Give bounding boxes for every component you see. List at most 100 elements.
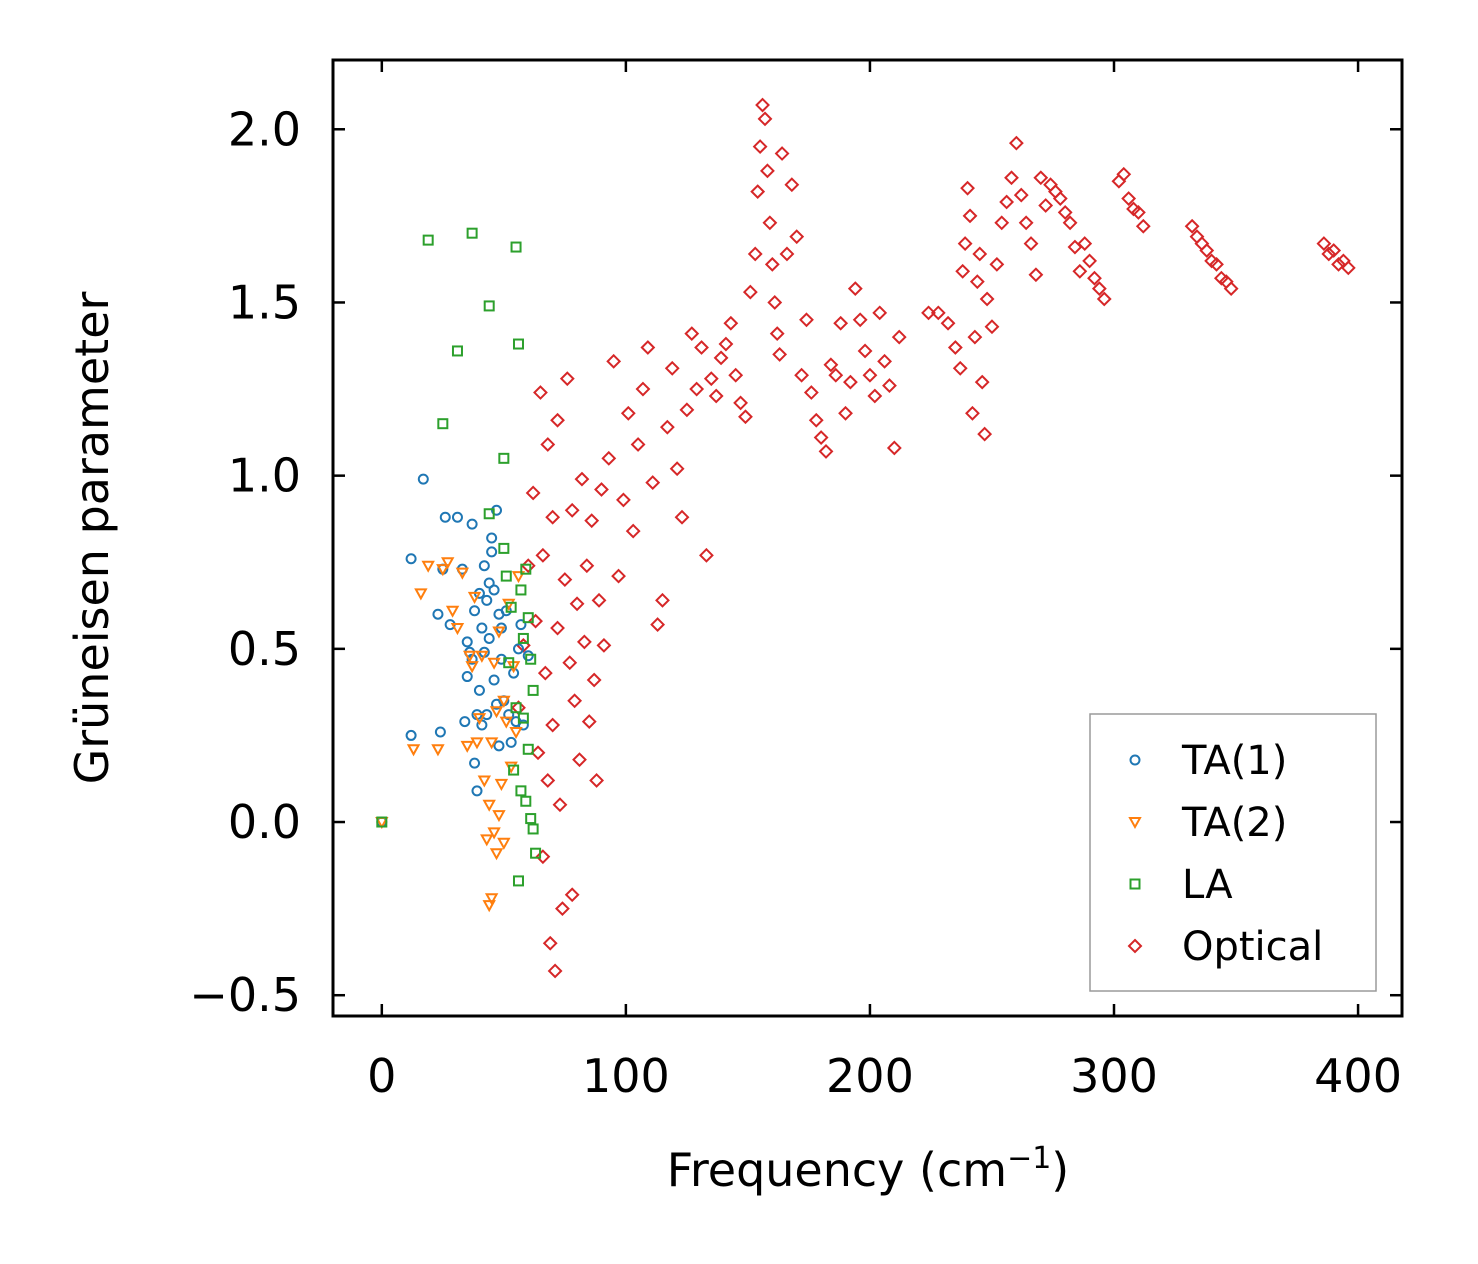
la-point (500, 570, 512, 582)
optical-point (1121, 191, 1137, 206)
optical-point (591, 592, 607, 608)
ta-2-point (494, 778, 509, 791)
la-point (451, 345, 463, 357)
la-point (527, 823, 539, 835)
optical-point (564, 887, 580, 903)
la-point (517, 712, 529, 724)
optical-point (769, 326, 785, 342)
optical-point (760, 163, 775, 179)
ta-1-point (478, 560, 490, 572)
ta-1-point (471, 785, 483, 797)
optical-point (1135, 218, 1151, 234)
optical-point (547, 963, 563, 979)
optical-point (1008, 135, 1024, 151)
ta-2-point (475, 650, 489, 663)
optical-point (857, 343, 873, 359)
optical-point (1028, 267, 1044, 283)
legend-label-optical: Optical (1182, 924, 1323, 970)
optical-point (1321, 246, 1337, 262)
y-axis-label: Grüneisen parameter (65, 291, 119, 784)
optical-point (1018, 215, 1034, 231)
ta-2-point (497, 837, 511, 850)
axis-ticks: 0 100 200 300 400 −0.5 0.0 0.5 1.0 1.5 2.0 (189, 60, 1402, 1103)
optical-point (586, 672, 602, 688)
ta-1-point (473, 684, 485, 696)
ta-2-point (482, 900, 496, 913)
optical-point (545, 509, 561, 525)
ta-1-point (481, 594, 493, 606)
la-point (525, 653, 537, 665)
optical-point (576, 634, 592, 650)
x-tick-label: 0 (367, 1049, 396, 1103)
optical-point (789, 229, 805, 245)
optical-point (977, 426, 993, 442)
optical-point (764, 256, 780, 272)
ta-1-point (459, 716, 471, 728)
ta-1-point (505, 736, 517, 748)
optical-point (574, 471, 590, 487)
optical-point (564, 502, 580, 518)
optical-point (533, 385, 548, 400)
optical-point (794, 367, 810, 383)
optical-point (535, 849, 551, 865)
la-point (483, 300, 495, 312)
optical-point (567, 693, 583, 709)
optical-point (625, 523, 641, 539)
optical-point (808, 412, 824, 428)
x-tick-label: 100 (582, 1049, 670, 1103)
optical-point (601, 450, 617, 466)
ta-2-point (472, 713, 487, 726)
optical-point (650, 617, 666, 633)
optical-point (1052, 191, 1068, 206)
optical-point (1033, 170, 1049, 186)
optical-point (803, 385, 819, 400)
y-tick-label: 1.5 (228, 275, 301, 329)
la-point (510, 241, 522, 253)
optical-point (813, 430, 829, 445)
optical-point (1038, 198, 1054, 213)
optical-point (530, 745, 546, 761)
optical-point (679, 402, 695, 418)
y-tick-label: 0.0 (228, 795, 301, 849)
ta-1-point (493, 740, 505, 752)
ta-2-point (441, 557, 455, 570)
ta-1-point (405, 729, 417, 741)
ta-1-point (451, 511, 463, 523)
la-point (498, 452, 510, 464)
optical-point (728, 367, 744, 383)
y-tick-label: −0.5 (189, 968, 301, 1022)
x-tick-label: 400 (1314, 1049, 1402, 1103)
optical-point (979, 291, 995, 307)
optical-point (635, 381, 651, 397)
optical-point (847, 281, 863, 297)
la-point (522, 612, 534, 624)
optical-point (838, 405, 853, 421)
la-point (522, 743, 534, 755)
optical-point (921, 305, 936, 321)
optical-point (1043, 177, 1058, 193)
x-axis-label-close: ) (1051, 1143, 1069, 1197)
ta-2-point (492, 810, 506, 823)
x-tick-label: 200 (826, 1049, 914, 1103)
ta-2-point (465, 661, 479, 674)
ta-2-point (497, 695, 511, 708)
legend-label-ta-2: TA(2) (1181, 800, 1287, 846)
optical-point (1209, 256, 1224, 272)
optical-point (750, 184, 766, 200)
ta-1-point (434, 726, 446, 738)
optical-point (620, 405, 636, 421)
optical-point (799, 312, 814, 328)
ta-2-point (455, 567, 470, 580)
optical-point (1340, 260, 1356, 276)
optical-point (738, 409, 753, 425)
optical-point (557, 572, 573, 587)
optical-point (852, 312, 868, 328)
optical-point (1082, 253, 1098, 269)
la-point (483, 508, 495, 520)
optical-point (550, 620, 565, 636)
optical-point (999, 194, 1015, 210)
optical-point (545, 717, 561, 733)
optical-point (684, 326, 700, 342)
ta-1-point (486, 546, 498, 558)
optical-point (694, 340, 709, 355)
